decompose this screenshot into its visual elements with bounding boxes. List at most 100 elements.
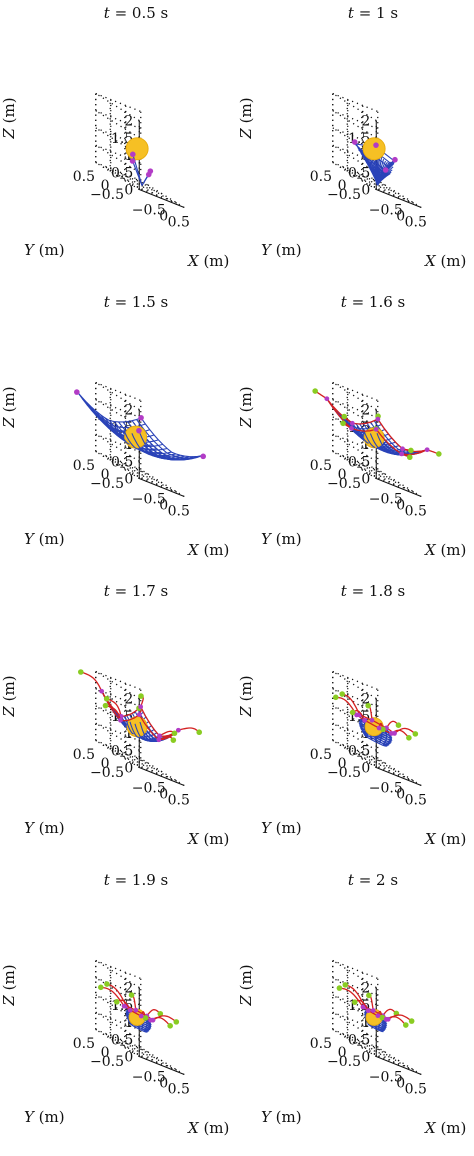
z-tick-label: 0 bbox=[361, 1050, 370, 1066]
subplot-t1_9: t = 1.9 s00.511.520.50−0.5−0.500.5Z (m)Y… bbox=[0, 867, 237, 1156]
z-tick-label: 2 bbox=[124, 692, 133, 708]
x-axis-label: X (m) bbox=[424, 830, 466, 848]
subplot-t1_5: t = 1.5 s00.511.520.50−0.5−0.500.5Z (m)Y… bbox=[0, 289, 237, 578]
z-tick-label: 2 bbox=[124, 114, 133, 130]
tip-node bbox=[173, 1019, 179, 1025]
axes-3d: t = 1.7 s00.511.520.50−0.5−0.500.5Z (m)Y… bbox=[0, 578, 237, 867]
z-tick-label: 0.5 bbox=[348, 165, 370, 181]
subplot-t1_8: t = 1.8 s00.511.520.50−0.5−0.500.5Z (m)Y… bbox=[237, 578, 474, 867]
corner-mass bbox=[138, 704, 143, 709]
y-tick-label: 0.5 bbox=[73, 747, 95, 763]
net-scene bbox=[312, 388, 441, 460]
tip-node bbox=[172, 730, 178, 736]
z-tick-label: 0.5 bbox=[348, 1032, 370, 1048]
corner-mass bbox=[386, 1017, 391, 1022]
x-tick-label: 0.5 bbox=[168, 504, 190, 520]
tip-node bbox=[407, 454, 413, 460]
corner-mass bbox=[377, 726, 382, 731]
z-axis-label: Z (m) bbox=[237, 97, 255, 139]
tip-node bbox=[171, 737, 177, 743]
net-scene bbox=[333, 691, 418, 746]
corner-mass bbox=[122, 1004, 127, 1009]
corner-mass bbox=[136, 428, 142, 434]
tip-node bbox=[339, 691, 345, 697]
corner-mass bbox=[362, 718, 367, 723]
z-tick-label: 0.5 bbox=[348, 743, 370, 759]
y-tick-label: −0.5 bbox=[90, 1054, 124, 1070]
z-axis-label: Z (m) bbox=[0, 386, 18, 428]
tip-node bbox=[341, 414, 347, 420]
x-tick-label: 0.5 bbox=[405, 215, 427, 231]
tip-node bbox=[366, 993, 372, 999]
x-tick-label: 0.5 bbox=[405, 1082, 427, 1098]
panel-title: t = 1.7 s bbox=[104, 582, 168, 600]
z-axis-label: Z (m) bbox=[237, 964, 255, 1006]
z-tick-label: 0 bbox=[124, 183, 133, 199]
panel-title: t = 1.5 s bbox=[104, 293, 168, 311]
y-tick-label: −0.5 bbox=[90, 187, 124, 203]
tip-node bbox=[408, 448, 414, 454]
corner-mass bbox=[366, 1008, 371, 1013]
z-tick-label: 2 bbox=[124, 403, 133, 419]
x-tick-label: 0.5 bbox=[405, 504, 427, 520]
corner-mass bbox=[151, 1018, 156, 1023]
tip-node bbox=[436, 451, 442, 457]
target-ball bbox=[125, 426, 147, 448]
axes-3d: t = 1.8 s00.511.520.50−0.5−0.500.5Z (m)Y… bbox=[237, 578, 474, 867]
corner-mass bbox=[392, 731, 397, 736]
tip-node bbox=[104, 981, 110, 987]
y-axis-label: Y (m) bbox=[261, 241, 302, 259]
corner-mass bbox=[130, 152, 136, 158]
corner-mass bbox=[383, 167, 389, 173]
x-tick-label: 0.5 bbox=[405, 793, 427, 809]
corner-mass bbox=[400, 446, 405, 451]
z-tick-label: 0 bbox=[124, 761, 133, 777]
corner-mass bbox=[118, 718, 123, 723]
z-tick-label: 2 bbox=[361, 114, 370, 130]
panel-title: t = 2 s bbox=[348, 871, 398, 889]
panel-title: t = 1.9 s bbox=[104, 871, 168, 889]
z-tick-label: 0.5 bbox=[111, 1032, 133, 1048]
subplot-t1_7: t = 1.7 s00.511.520.50−0.5−0.500.5Z (m)Y… bbox=[0, 578, 237, 867]
subplot-t1: t = 1 s00.511.520.50−0.5−0.500.5Z (m)Y (… bbox=[237, 0, 474, 289]
corner-mass bbox=[128, 1008, 133, 1013]
panel-title: t = 1.8 s bbox=[341, 582, 405, 600]
tip-node bbox=[403, 1022, 409, 1028]
z-tick-label: 0.5 bbox=[111, 165, 133, 181]
x-axis-label: X (m) bbox=[187, 1119, 229, 1137]
y-tick-label: 0.5 bbox=[310, 1036, 332, 1052]
corner-mass bbox=[350, 421, 355, 426]
z-tick-label: 0 bbox=[361, 472, 370, 488]
z-axis-label: Z (m) bbox=[0, 964, 18, 1006]
y-axis-label: Y (m) bbox=[24, 241, 65, 259]
tip-node bbox=[413, 731, 419, 737]
y-tick-label: −0.5 bbox=[327, 476, 361, 492]
tip-node bbox=[114, 999, 120, 1005]
x-axis-label: X (m) bbox=[187, 830, 229, 848]
tip-node bbox=[333, 695, 339, 701]
corner-mass bbox=[370, 718, 375, 723]
z-tick-label: 0 bbox=[124, 472, 133, 488]
z-tick-label: 0 bbox=[361, 183, 370, 199]
corner-mass bbox=[133, 1008, 138, 1013]
tip-node bbox=[138, 693, 144, 699]
axes-3d: t = 0.5 s00.511.520.50−0.5−0.500.5Z (m)Y… bbox=[0, 0, 237, 289]
target-ball bbox=[363, 138, 385, 160]
x-tick-label: 0.5 bbox=[168, 215, 190, 231]
tip-node bbox=[365, 703, 371, 709]
z-axis-label: Z (m) bbox=[237, 386, 255, 428]
y-axis-label: Y (m) bbox=[261, 1108, 302, 1126]
x-axis-label: X (m) bbox=[187, 541, 229, 559]
tip-node bbox=[98, 985, 104, 991]
z-tick-label: 0 bbox=[361, 761, 370, 777]
z-tick-label: 2 bbox=[361, 403, 370, 419]
tip-node bbox=[350, 710, 356, 716]
y-tick-label: −0.5 bbox=[327, 1054, 361, 1070]
tip-node bbox=[129, 992, 135, 998]
y-tick-label: 0.5 bbox=[73, 169, 95, 185]
z-tick-label: 0 bbox=[124, 1050, 133, 1066]
corner-mass bbox=[349, 426, 354, 431]
y-tick-label: −0.5 bbox=[327, 187, 361, 203]
